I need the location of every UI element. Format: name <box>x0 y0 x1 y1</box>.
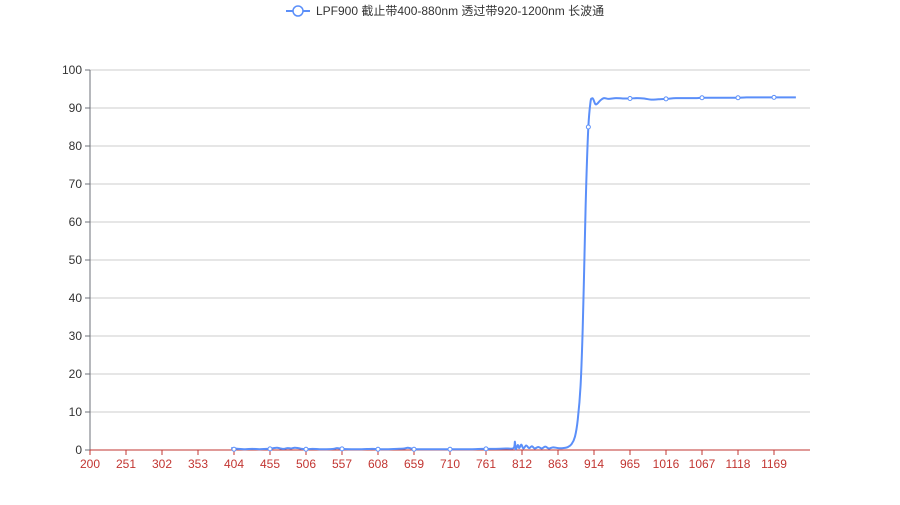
series-line-0 <box>231 96 796 451</box>
x-tick-label: 863 <box>548 457 568 471</box>
series-layer <box>231 94 796 452</box>
legend-entry[interactable]: LPF900 截止带400-880nm 透过带920-1200nm 长波通 <box>316 4 604 18</box>
y-tick-label: 50 <box>69 253 83 267</box>
legend-marker-circle-icon <box>292 5 304 17</box>
x-tick-label: 914 <box>584 457 604 471</box>
data-point[interactable] <box>411 446 417 452</box>
x-tick-label: 506 <box>296 457 316 471</box>
x-tick-label: 710 <box>440 457 460 471</box>
data-point[interactable] <box>483 446 489 452</box>
x-tick-label: 353 <box>188 457 208 471</box>
y-tick-label: 60 <box>69 215 83 229</box>
data-point[interactable] <box>447 446 453 452</box>
x-tick-label: 1169 <box>761 457 787 471</box>
y-tick-label: 10 <box>69 405 83 419</box>
data-point[interactable] <box>375 446 381 452</box>
legend[interactable]: LPF900 截止带400-880nm 透过带920-1200nm 长波通 <box>286 4 604 18</box>
x-tick-label: 1067 <box>689 457 716 471</box>
data-point[interactable] <box>303 446 309 452</box>
y-tick-label: 20 <box>69 367 83 381</box>
axis-layer: 0 10 20 30 40 50 60 70 80 90 100 200 251 302 353 404 455… <box>62 63 810 471</box>
x-tick-label: 608 <box>368 457 388 471</box>
y-tick-label: 30 <box>69 329 83 343</box>
data-point[interactable] <box>267 446 273 452</box>
x-tick-label: 1118 <box>726 457 751 471</box>
x-tick-label: 1016 <box>653 457 680 471</box>
data-point[interactable] <box>735 95 741 101</box>
y-tick-label: 90 <box>69 101 83 115</box>
x-tick-label: 302 <box>152 457 172 471</box>
data-point[interactable] <box>771 94 777 100</box>
y-tick-label: 0 <box>75 443 82 457</box>
data-point[interactable] <box>231 446 237 452</box>
x-tick-label: 812 <box>512 457 532 471</box>
data-point[interactable] <box>627 96 633 101</box>
x-tick-label: 455 <box>260 457 280 471</box>
y-tick-label: 100 <box>62 63 82 77</box>
y-tick-label: 40 <box>69 291 83 305</box>
grid-layer <box>90 69 810 413</box>
x-tick-label: 404 <box>224 457 244 471</box>
x-tick-label: 251 <box>116 457 136 471</box>
data-point[interactable] <box>663 96 669 102</box>
data-point[interactable] <box>699 95 705 101</box>
y-tick-label: 80 <box>69 139 83 153</box>
x-tick-label: 965 <box>620 457 640 471</box>
x-tick-label: 557 <box>332 457 352 471</box>
y-tick-label: 70 <box>69 177 83 191</box>
data-point[interactable] <box>585 124 591 130</box>
x-tick-label: 761 <box>476 457 496 471</box>
x-tick-label: 200 <box>80 457 100 471</box>
data-point[interactable] <box>339 446 345 452</box>
x-tick-label: 659 <box>404 457 424 471</box>
